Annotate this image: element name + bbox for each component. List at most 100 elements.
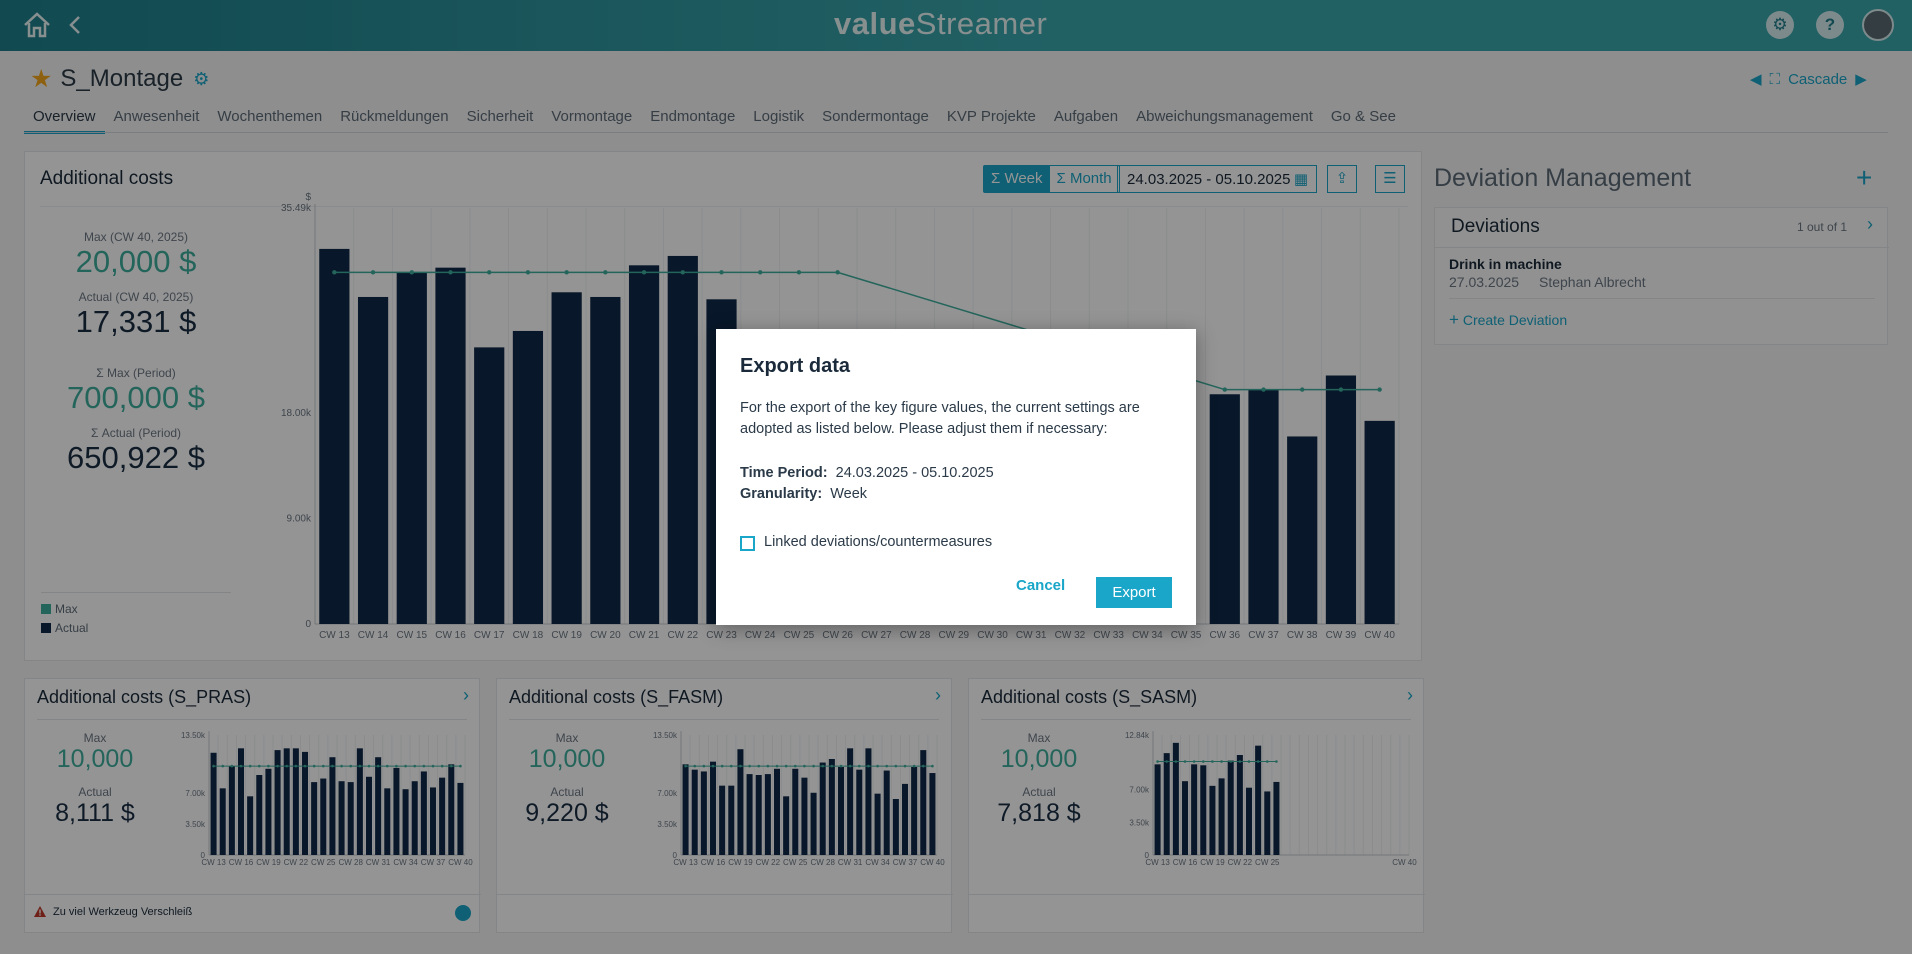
x-tick-label: CW 22	[1228, 858, 1253, 867]
date-range-text: 24.03.2025 - 05.10.2025	[1127, 171, 1291, 188]
globe-icon[interactable]	[455, 905, 471, 921]
tab-endmontage[interactable]: Endmontage	[650, 108, 736, 125]
tab-vormontage[interactable]: Vormontage	[551, 108, 633, 125]
actual-bar	[1287, 436, 1318, 624]
x-tick-label: CW 26	[822, 630, 853, 641]
small-card-divider	[37, 719, 467, 720]
help-icon[interactable]: ?	[1816, 11, 1844, 39]
warning-icon	[34, 906, 46, 917]
date-range-picker[interactable]: 24.03.2025 - 05.10.2025 ▦	[1117, 165, 1317, 193]
user-avatar[interactable]	[1862, 9, 1894, 41]
export-confirm-button[interactable]: Export	[1096, 577, 1172, 608]
x-tick-label: CW 40	[1364, 630, 1395, 641]
actual-bar	[1273, 781, 1280, 855]
actual-bar	[755, 775, 762, 855]
actual-bar	[384, 788, 391, 855]
dialog-title: Export data	[740, 355, 851, 377]
chevron-right-icon[interactable]: ›	[1407, 685, 1413, 705]
tab-sicherheit[interactable]: Sicherheit	[466, 108, 534, 125]
tab-bar: Overview Anwesenheit Wochenthemen Rückme…	[24, 106, 1405, 134]
tab-logistik[interactable]: Logistik	[753, 108, 805, 125]
actual-bar	[210, 752, 217, 855]
tab-abweichungsmanagement[interactable]: Abweichungsmanagement	[1136, 108, 1313, 125]
export-button[interactable]: ⇪	[1327, 165, 1357, 193]
actual-bar	[892, 799, 899, 855]
small-card-s-pras[interactable]: Additional costs (S_PRAS) › Max 10,000 A…	[24, 678, 481, 933]
settings-gear-icon[interactable]: ⚙	[1766, 11, 1794, 39]
chevron-right-icon[interactable]: ›	[935, 685, 941, 705]
x-tick-label: CW 21	[629, 630, 660, 641]
cascade-nav[interactable]: ◀ ⛶ Cascade ▶	[1750, 70, 1867, 89]
favorite-star-icon[interactable]: ★	[30, 65, 53, 93]
small-actual-value: 7,818 $	[997, 799, 1081, 827]
month-toggle-button[interactable]: Σ Month	[1056, 170, 1112, 187]
actual-bar	[783, 796, 790, 855]
actual-bar	[1191, 764, 1198, 855]
linked-deviations-label[interactable]: Linked deviations/countermeasures	[764, 534, 993, 550]
x-tick-label: CW 19	[1200, 858, 1225, 867]
actual-bar	[810, 792, 817, 855]
actual-bar	[357, 296, 389, 624]
actual-kpi-label: Actual (CW 40, 2025)	[78, 290, 194, 304]
actual-bar	[1325, 375, 1357, 624]
y-tick-label: 0	[305, 619, 311, 630]
create-deviation-link[interactable]: + Create Deviation	[1449, 310, 1568, 329]
x-tick-label: CW 31	[366, 858, 391, 867]
x-tick-label: CW 31	[838, 858, 863, 867]
actual-bar	[338, 781, 345, 855]
tab-anwesenheit[interactable]: Anwesenheit	[113, 108, 200, 125]
x-tick-label: CW 29	[939, 630, 970, 641]
max-point	[684, 764, 687, 768]
tab-go-and-see[interactable]: Go & See	[1330, 108, 1396, 125]
x-tick-label: CW 16	[1173, 858, 1198, 867]
x-tick-label: CW 28	[810, 858, 835, 867]
actual-bar	[590, 296, 621, 624]
cancel-button[interactable]: Cancel	[1016, 577, 1066, 594]
actual-bar	[801, 777, 808, 855]
actual-bar	[719, 785, 726, 855]
alert-row[interactable]: Zu viel Werkzeug Verschleiß	[33, 905, 192, 918]
actual-bar	[1209, 785, 1216, 855]
small-card-s-fasm[interactable]: Additional costs (S_FASM) › Max 10,000 A…	[496, 678, 953, 933]
small-card-title: Additional costs (S_PRAS)	[37, 687, 252, 707]
cascade-next-icon[interactable]: ▶	[1855, 71, 1867, 88]
x-tick-label: CW 23	[706, 630, 737, 641]
x-tick-label: CW 37	[1248, 630, 1279, 641]
tab-sondermontage[interactable]: Sondermontage	[822, 108, 929, 125]
small-card-s-sasm[interactable]: Additional costs (S_SASM) › Max 10,000 A…	[968, 678, 1425, 933]
x-tick-label: CW 14	[358, 630, 389, 641]
tab-aufgaben[interactable]: Aufgaben	[1053, 108, 1119, 125]
actual-bar	[329, 757, 336, 855]
actual-bar	[1364, 420, 1395, 624]
actual-bar	[1236, 755, 1243, 855]
back-arrow-icon[interactable]	[66, 14, 84, 36]
time-period-row: Time Period: 24.03.2025 - 05.10.2025	[740, 465, 994, 481]
week-toggle-button[interactable]: Σ Week	[984, 166, 1050, 192]
deviation-item-person: Stephan Albrecht	[1539, 274, 1646, 290]
add-deviation-icon[interactable]: +	[1856, 162, 1873, 193]
actual-bar	[301, 751, 309, 855]
small-card-divider	[981, 719, 1411, 720]
chevron-right-icon[interactable]: ›	[463, 685, 469, 705]
deviation-item-title[interactable]: Drink in machine	[1449, 256, 1562, 272]
home-icon[interactable]	[22, 12, 52, 38]
chevron-right-icon[interactable]: ›	[1867, 214, 1873, 234]
cascade-label[interactable]: Cascade	[1788, 70, 1848, 88]
cascade-prev-icon[interactable]: ◀	[1750, 71, 1762, 88]
linked-deviations-checkbox[interactable]	[740, 536, 755, 551]
actual-bar	[1264, 791, 1271, 855]
x-tick-label: CW 22	[284, 858, 309, 867]
actual-bar	[847, 748, 854, 855]
page-settings-icon[interactable]: ⚙	[193, 68, 210, 89]
actual-bar	[435, 267, 466, 624]
tab-rueckmeldungen[interactable]: Rückmeldungen	[340, 108, 449, 125]
filter-settings-button[interactable]: ☰	[1375, 165, 1405, 193]
sum-actual-kpi-label: Σ Actual (Period)	[90, 426, 182, 440]
x-tick-label: CW 18	[513, 630, 544, 641]
small-max-value: 10,000	[56, 745, 134, 773]
tab-kvp-projekte[interactable]: KVP Projekte	[946, 108, 1036, 125]
x-tick-label: CW 40	[448, 858, 473, 867]
tab-wochenthemen[interactable]: Wochenthemen	[217, 108, 323, 125]
deviation-item-date: 27.03.2025	[1449, 274, 1520, 290]
